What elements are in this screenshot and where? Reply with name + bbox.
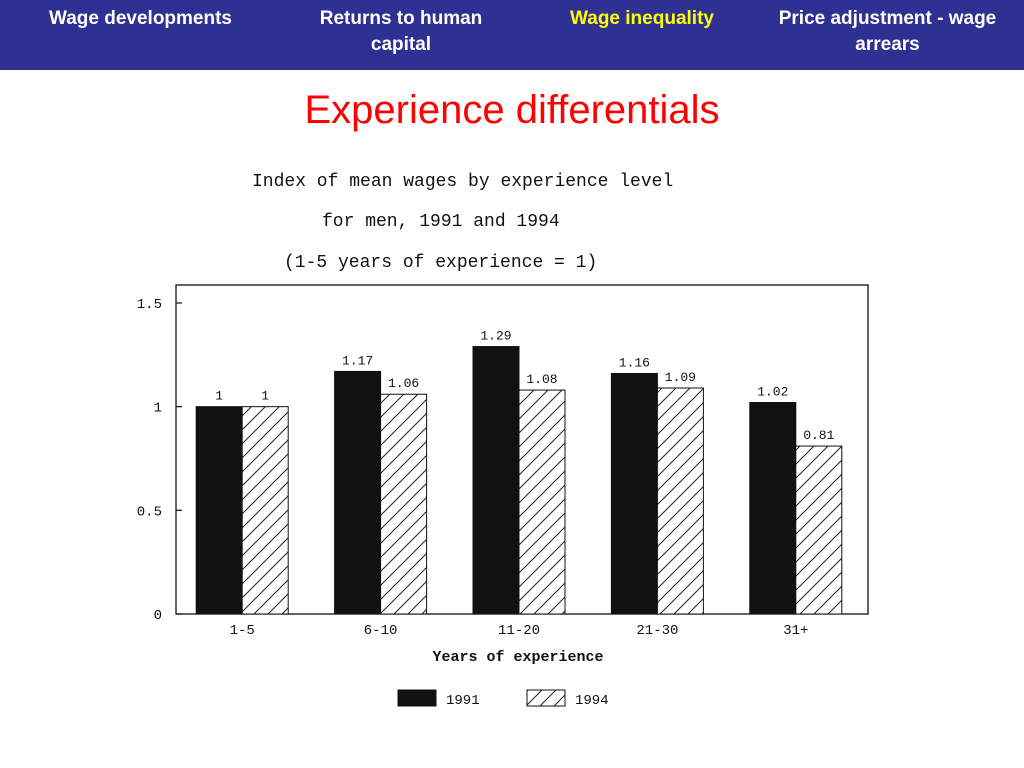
bar-1991 <box>195 406 243 615</box>
bar-1994 <box>518 389 566 615</box>
legend-1991-label: 1991 <box>446 693 480 709</box>
y-tick-label: 1.5 <box>137 297 162 313</box>
chart-title-line-3: (1-5 years of experience = 1) <box>284 253 598 273</box>
legend-1994-label: 1994 <box>575 693 609 709</box>
bar-1991 <box>334 370 382 615</box>
data-label: 1.29 <box>480 329 511 344</box>
x-tick-label: 11-20 <box>498 623 540 639</box>
data-label: 1.09 <box>665 370 696 385</box>
bar-1994 <box>795 445 843 615</box>
nav-returns-to-human-capital[interactable]: Returns to human capital <box>319 8 483 55</box>
x-tick-label: 6-10 <box>364 623 398 639</box>
legend-1994-swatch <box>526 689 566 707</box>
bar-1991 <box>749 402 797 615</box>
y-tick-label: 0.5 <box>137 504 162 520</box>
data-label: 1.06 <box>388 376 419 391</box>
legend-1991-swatch <box>397 689 437 707</box>
y-tick-label: 0 <box>154 608 162 624</box>
y-tick-label: 1 <box>154 401 162 417</box>
data-label: 1.16 <box>619 355 650 370</box>
nav-wage-developments[interactable]: Wage developments <box>48 8 232 29</box>
bar-1991 <box>610 372 658 615</box>
chart-title-line-2: for men, 1991 and 1994 <box>322 212 560 232</box>
bar-1994 <box>241 406 289 615</box>
x-tick-label: 21-30 <box>636 623 678 639</box>
nav-price-adjustment[interactable]: Price adjustment - wage arrears <box>778 8 997 55</box>
data-label: 1.02 <box>757 385 788 400</box>
x-tick-label: 1-5 <box>230 623 255 639</box>
data-label: 1.17 <box>342 353 373 368</box>
data-label: 1 <box>261 389 269 404</box>
data-label: 0.81 <box>803 428 834 443</box>
bar-1994 <box>656 387 704 615</box>
top-navigation: Wage developments Returns to human capit… <box>0 0 1024 70</box>
bar-1994 <box>380 393 428 615</box>
chart-title-line-1: Index of mean wages by experience level <box>252 172 674 192</box>
x-axis-label: Years of experience <box>432 649 603 666</box>
data-label: 1 <box>215 389 223 404</box>
bar-1991 <box>472 346 520 615</box>
nav-wage-inequality[interactable]: Wage inequality <box>570 8 714 29</box>
page-title: Experience differentials <box>304 88 720 132</box>
x-tick-label: 31+ <box>783 623 808 639</box>
data-label: 1.08 <box>526 372 557 387</box>
